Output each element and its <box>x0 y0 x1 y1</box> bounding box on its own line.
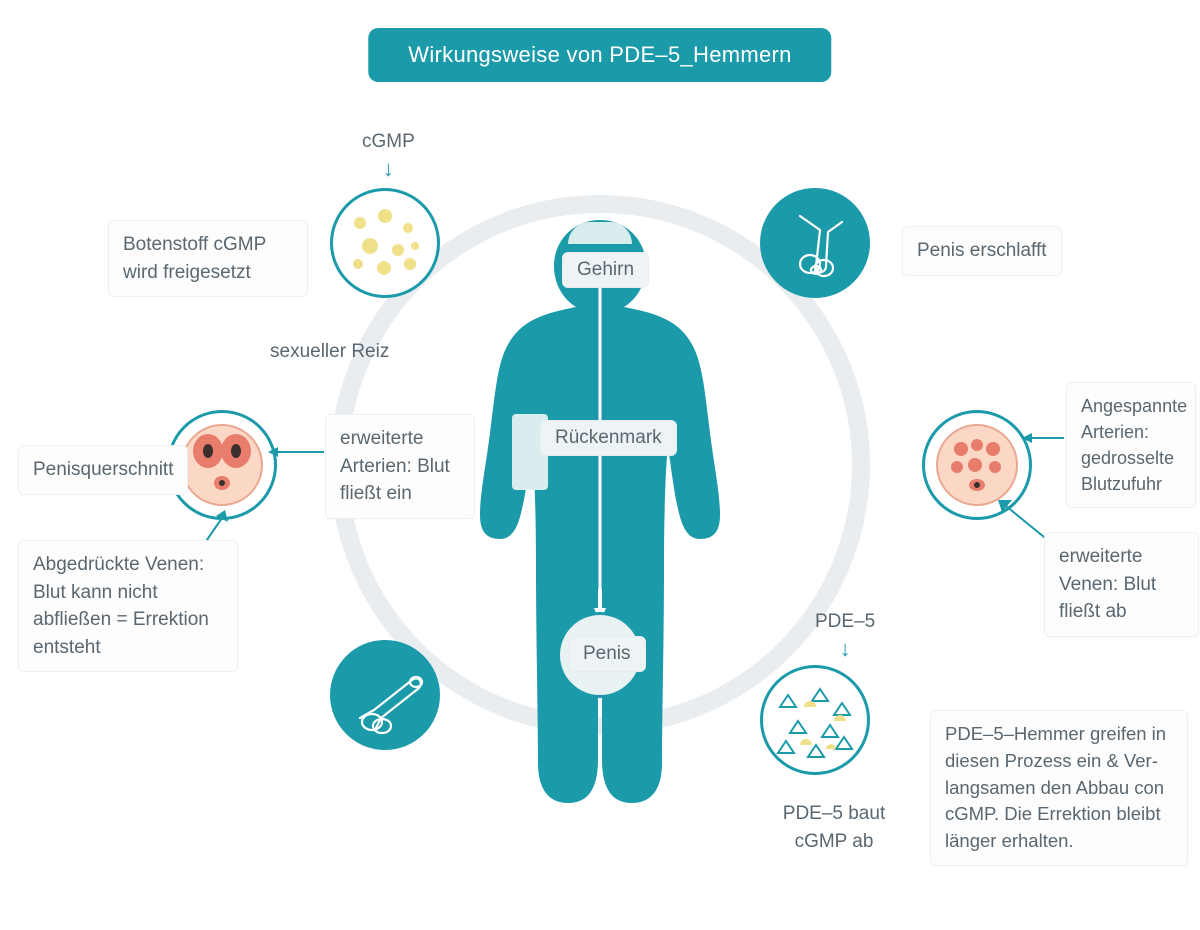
body-head-highlight <box>568 222 632 244</box>
cross-left-line1: erweiterte Arterien: Blut fließt ein <box>325 414 475 519</box>
cross-left-line2: Abgedrückte Venen: Blut kann nicht abfli… <box>18 540 238 672</box>
stimulus-text: sexueller Reiz <box>270 338 389 366</box>
label-brain: Gehirn <box>562 252 649 288</box>
flaccid-caption: Penis erschlafft <box>902 226 1062 276</box>
flaccid-node-icon <box>760 188 870 298</box>
summary-card: PDE–5–Hemmer greifen in diesen Prozess e… <box>930 710 1188 866</box>
cgmp-caption: Botenstoff cGMP wird freigesetzt <box>108 220 308 297</box>
erect-node-icon <box>330 640 440 750</box>
cross-right-line2: erweiterte Venen: Blut fließt ab <box>1044 532 1199 637</box>
cgmp-node-icon <box>330 188 440 298</box>
label-spine: Rückenmark <box>540 420 677 456</box>
cross-left-title: Penisquerschnitt <box>18 445 188 495</box>
cross-right-arrow-1 <box>1022 428 1068 448</box>
cross-right-line1: Angespannte Arterien: gedrosselte Blutzu… <box>1066 382 1196 508</box>
label-penis: Penis <box>568 636 646 672</box>
pde5-arrow-label: PDE–5↓ <box>815 610 875 663</box>
pde5-caption: PDE–5 baut cGMP ab <box>764 800 904 855</box>
pde5-node-icon <box>760 665 870 775</box>
cross-left-arrow-1 <box>268 442 328 462</box>
title-pill: Wirkungsweise von PDE–5_Hemmern <box>368 28 831 82</box>
cgmp-arrow-label: cGMP↓ <box>362 130 415 183</box>
